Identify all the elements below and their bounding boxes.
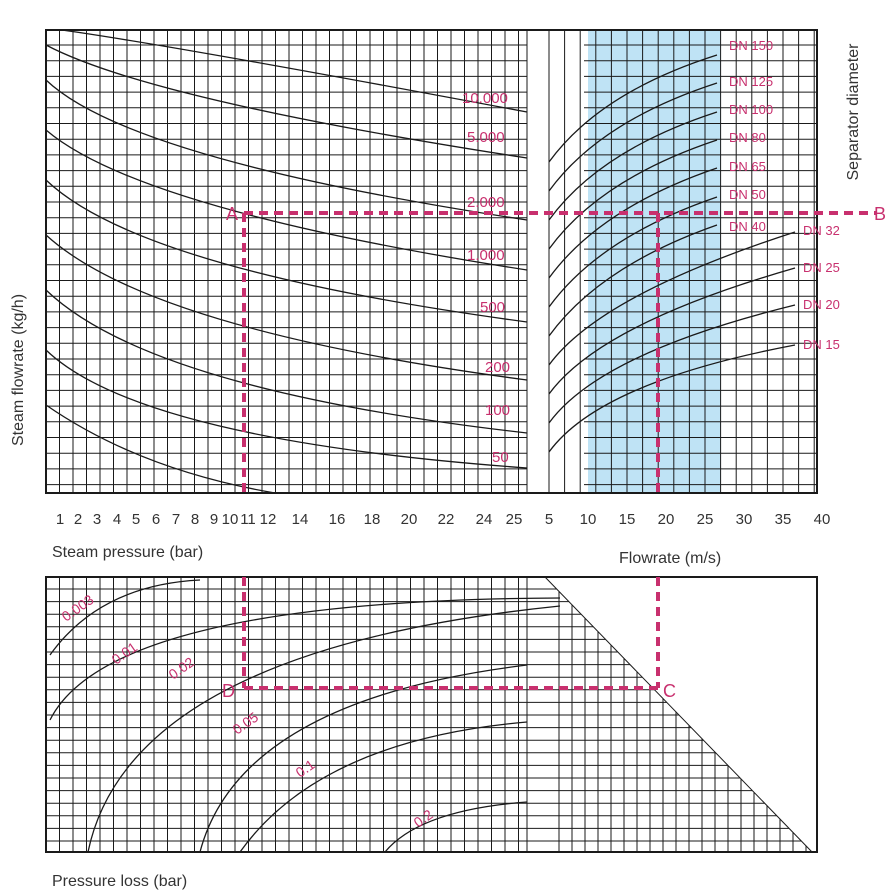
diameter-curve-label: DN 125 xyxy=(729,74,773,89)
flowrate-curve-label: 200 xyxy=(485,359,510,376)
pressure-tick-label: 8 xyxy=(191,511,199,528)
velocity-tick-label: 20 xyxy=(658,511,675,528)
example-point-labels: A B C D xyxy=(222,204,885,701)
flowrate-curve-label: 5.000 xyxy=(467,129,505,146)
example-reading-path xyxy=(242,211,877,690)
flowrate-curve-label: 1.000 xyxy=(467,247,505,264)
pressure-tick-label: 3 xyxy=(93,511,101,528)
flowrate-curve xyxy=(45,349,528,469)
diameter-curve-label: DN 20 xyxy=(803,297,840,312)
diameter-curve-label: DN 40 xyxy=(729,219,766,234)
pressure-loss-curve xyxy=(384,801,528,853)
diameter-curve-labels: DN 150 DN 125 DN 100 DN 80 DN 65 DN 50 DN 40 DN… xyxy=(729,38,840,352)
pressure-tick-label: 18 xyxy=(364,511,381,528)
flowrate-curve xyxy=(45,404,276,494)
pressure-axis-label: Steam pressure (bar) xyxy=(52,544,203,561)
bottom-grid xyxy=(46,576,813,853)
velocity-tick-label: 25 xyxy=(697,511,714,528)
diameter-curve xyxy=(548,196,718,308)
pressure-loss-axis-label: Pressure loss (bar) xyxy=(52,873,187,890)
example-point-label: B xyxy=(874,204,885,224)
pressure-loss-curve xyxy=(49,579,201,656)
flowrate-curve-label: 2.000 xyxy=(467,194,505,211)
pressure-tick-label: 24 xyxy=(476,511,493,528)
diameter-curve-label: DN 150 xyxy=(729,38,773,53)
pressure-loss-curve xyxy=(87,605,561,853)
diameter-curve xyxy=(548,111,718,221)
flowrate-curve-label: 10.000 xyxy=(462,90,508,107)
diameter-curve xyxy=(548,344,796,453)
example-point-label: A xyxy=(226,204,238,224)
pressure-tick-label: 6 xyxy=(152,511,160,528)
flowrate-curve xyxy=(45,44,528,159)
diameter-curve-label: DN 100 xyxy=(729,102,773,117)
flowrate-curve-label: 500 xyxy=(480,299,505,316)
velocity-tick-label: 40 xyxy=(814,511,831,528)
pressure-loss-curve xyxy=(239,721,528,853)
pressure-tick-label: 22 xyxy=(438,511,455,528)
velocity-axis-label: Flowrate (m/s) xyxy=(619,550,721,567)
diameter-curve xyxy=(548,54,718,163)
pressure-tick-label: 14 xyxy=(292,511,309,528)
flowrate-curve xyxy=(45,289,528,434)
flowrate-curve-label: 100 xyxy=(485,402,510,419)
velocity-tick-label: 10 xyxy=(580,511,597,528)
pressure-tick-label: 12 xyxy=(260,511,277,528)
pressure-tick-label: 2 xyxy=(74,511,82,528)
velocity-tick-label: 5 xyxy=(545,511,553,528)
flowrate-curve-labels: 10.000 5.000 2.000 1.000 500 200 100 50 xyxy=(462,90,510,466)
velocity-tick-label: 15 xyxy=(619,511,636,528)
flowrate-curve xyxy=(45,234,528,381)
diameter-curve xyxy=(548,267,796,395)
top-panel-frame xyxy=(45,29,818,494)
right-axis-label: Separator diameter xyxy=(845,43,862,181)
pressure-tick-label: 10 xyxy=(222,511,239,528)
flowrate-curve xyxy=(45,79,528,221)
pressure-tick-label: 16 xyxy=(329,511,346,528)
pressure-loss-curve xyxy=(199,664,528,853)
diameter-curve xyxy=(548,139,718,250)
pressure-tick-labels: 1 2 3 4 5 6 7 8 9 10 11 12 14 16 18 20 22 24 25 xyxy=(56,511,523,528)
flowrate-curve xyxy=(61,29,528,113)
flowrate-curves xyxy=(45,29,528,494)
flowrate-curve xyxy=(45,129,528,271)
pressure-tick-label: 11 xyxy=(240,511,256,528)
example-point-label: D xyxy=(222,681,235,701)
diameter-curve xyxy=(548,231,796,366)
flowrate-curve xyxy=(45,179,528,323)
diameter-curve-label: DN 65 xyxy=(729,159,766,174)
diameter-curve-label: DN 32 xyxy=(803,223,840,238)
velocity-highlight-band xyxy=(588,30,721,493)
pressure-tick-label: 9 xyxy=(210,511,218,528)
pressure-tick-label: 25 xyxy=(506,511,523,528)
diameter-curve xyxy=(548,167,718,279)
pressure-loss-curves xyxy=(49,579,561,853)
pressure-tick-label: 1 xyxy=(56,511,64,528)
diameter-curve xyxy=(548,304,796,424)
velocity-tick-label: 35 xyxy=(775,511,792,528)
y-axis-label: Steam flowrate (kg/h) xyxy=(10,294,27,446)
diameter-curve xyxy=(548,224,718,337)
velocity-tick-labels: 5 10 15 20 25 30 35 40 xyxy=(545,511,831,528)
pressure-tick-label: 4 xyxy=(113,511,121,528)
bottom-panel-frame xyxy=(45,576,818,853)
pressure-tick-label: 7 xyxy=(172,511,180,528)
velocity-tick-label: 30 xyxy=(736,511,753,528)
diameter-curve xyxy=(548,82,718,192)
diameter-curve-label: DN 25 xyxy=(803,260,840,275)
pressure-loss-curve xyxy=(49,597,561,721)
pressure-tick-label: 20 xyxy=(401,511,418,528)
example-point-label: C xyxy=(663,681,676,701)
diameter-curve-label: DN 50 xyxy=(729,187,766,202)
diameter-curves xyxy=(548,54,796,453)
diameter-curve-label: DN 15 xyxy=(803,337,840,352)
diameter-curve-label: DN 80 xyxy=(729,130,766,145)
pressure-tick-label: 5 xyxy=(132,511,140,528)
flowrate-curve-label: 50 xyxy=(492,449,509,466)
